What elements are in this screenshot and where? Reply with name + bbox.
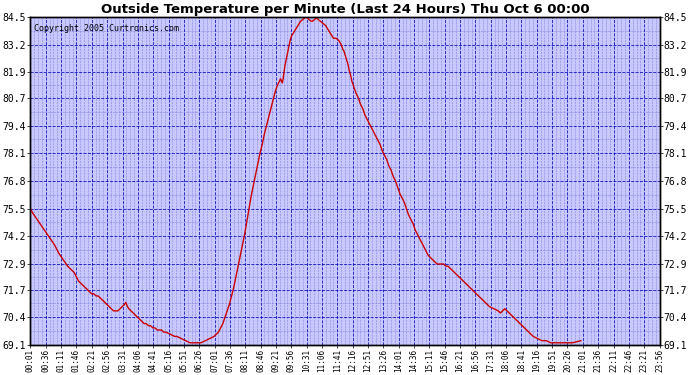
Title: Outside Temperature per Minute (Last 24 Hours) Thu Oct 6 00:00: Outside Temperature per Minute (Last 24 …	[101, 3, 589, 16]
Text: Copyright 2005 Curtronics.com: Copyright 2005 Curtronics.com	[34, 24, 179, 33]
